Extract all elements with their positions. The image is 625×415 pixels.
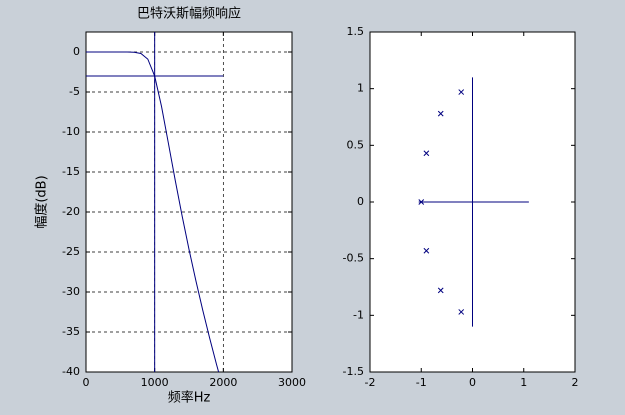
y-tick-label: -30 xyxy=(62,285,80,298)
x-tick-label: 0 xyxy=(469,376,476,389)
y-tick-label: -15 xyxy=(62,165,80,178)
y-tick-label: -1.5 xyxy=(343,365,364,378)
y-tick-label: -1 xyxy=(353,308,364,321)
chart-title: 巴特沃斯幅频响应 xyxy=(137,6,241,22)
x-tick-label: 3000 xyxy=(278,376,306,389)
y-axis-label: 幅度(dB) xyxy=(34,175,50,228)
y-tick-label: -25 xyxy=(62,245,80,258)
pole-marker xyxy=(437,110,444,117)
plot-series xyxy=(418,77,529,327)
x-tick-label: -2 xyxy=(365,376,376,389)
y-tick-label: -0.5 xyxy=(343,252,364,265)
x-tick-label: 1 xyxy=(520,376,527,389)
pole-marker xyxy=(458,89,465,95)
y-tick-label: 0 xyxy=(357,195,364,208)
x-tick-label: 2000 xyxy=(209,376,237,389)
y-tick-label: -40 xyxy=(62,365,80,378)
y-tick-label: 1.5 xyxy=(347,25,365,38)
x-axis-label: 频率Hz xyxy=(168,390,211,406)
pole-marker xyxy=(458,309,465,315)
y-tick-label: 1 xyxy=(357,82,364,95)
y-tick-label: 0 xyxy=(73,45,80,58)
plot-series xyxy=(86,32,224,372)
y-tick-label: 0.5 xyxy=(347,138,365,151)
y-tick-label: -5 xyxy=(69,85,80,98)
y-tick-label: -10 xyxy=(62,125,80,138)
plot-area xyxy=(85,31,293,373)
x-tick-label: -1 xyxy=(416,376,427,389)
y-tick-label: -20 xyxy=(62,205,80,218)
x-tick-label: 0 xyxy=(83,376,90,389)
y-tick-label: -35 xyxy=(62,325,80,338)
pole-marker xyxy=(423,247,430,254)
x-tick-label: 1000 xyxy=(141,376,169,389)
pole-marker xyxy=(423,150,430,157)
x-tick-label: 2 xyxy=(572,376,579,389)
pole-marker xyxy=(437,287,444,294)
